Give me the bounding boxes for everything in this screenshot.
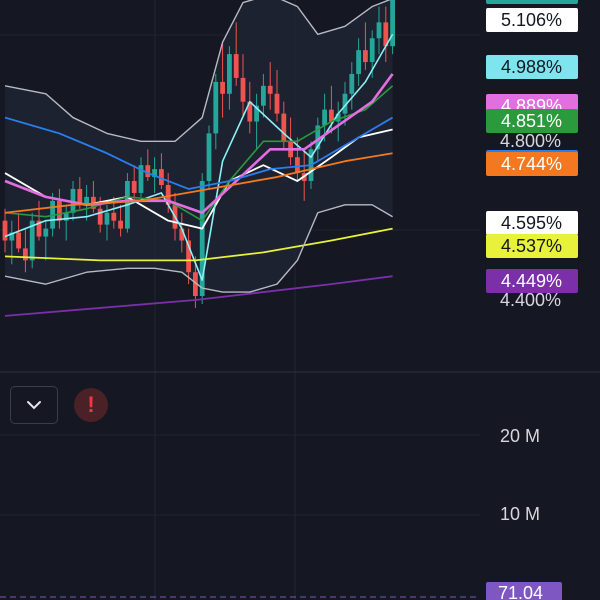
moving-average-line [4,227,393,262]
moving-average-line [4,275,393,317]
candle-body [213,81,219,134]
candle-body [390,0,395,47]
candle-body [274,93,280,114]
candle-body [261,85,266,106]
candle-body [322,109,327,126]
candle-body [111,212,117,221]
volume-tick-label: 20 M [500,426,541,446]
candle-body [369,38,375,63]
bollinger-band-fill [5,0,393,293]
candle-body [63,212,69,221]
moving-average-line [4,73,394,215]
price-tag: 4.744% [486,151,578,176]
price-tag: 4.595% [486,210,578,235]
candle-body [220,81,225,94]
candle-body [315,125,321,150]
candle-body [29,220,35,261]
current-price-tag [486,0,578,4]
candle-body [152,169,157,178]
candle-body [9,232,15,241]
candle-body [267,85,273,94]
candle-body [247,101,253,122]
price-axis-tick-label: 4.800% [500,131,562,152]
volume-tick-label: 10 M [500,504,541,524]
exclamation-icon[interactable]: ! [74,388,108,422]
candle-body [57,200,62,221]
bollinger-band-line [4,0,391,143]
candle-body [356,50,361,74]
price-axis-tick-label: 4.400% [500,290,562,310]
candle-body [376,22,382,39]
price-tag: 4.449% [486,268,578,293]
candle-body [383,22,389,47]
price-tag: 5.106% [486,8,578,32]
candle-body [349,73,355,94]
moving-average-line [4,152,393,214]
candle-body [335,113,341,122]
chevron-down-icon [27,401,41,410]
bollinger-band-line [4,204,393,293]
candle-body [16,232,21,249]
candle-body [227,54,232,94]
price-tag: 4.537% [486,233,578,258]
alert-symbol: ! [87,392,95,417]
collapse-pane-button[interactable] [10,386,58,424]
candle-body [2,220,8,241]
candle-body [84,196,89,205]
candle-body [36,220,42,237]
candle-body [240,77,246,102]
candle-body [233,54,239,78]
candle-body [193,272,198,297]
candle-body [43,228,49,237]
candle-body [179,228,185,241]
candle-body [281,113,287,142]
candle-body [186,240,191,273]
candle-body [145,165,151,178]
candle-body [329,109,334,122]
price-tag: 4.851% [486,109,578,134]
candle-body [363,50,368,63]
candle-body [199,181,205,297]
candle-body [118,220,123,229]
candle-body [131,181,137,193]
candle-body [254,105,259,122]
candle-body [138,165,144,193]
candle-body [206,133,212,182]
rsi-value-tag: 71.04 [486,582,562,600]
candle-body [342,93,348,114]
candle-body [23,248,28,261]
candle-body [159,169,164,185]
price-tag: 4.988% [486,54,578,79]
moving-average-line [4,116,394,190]
candle-body [97,208,103,225]
candle-body [77,188,83,205]
candle-body [295,157,300,174]
candle-body [165,184,171,205]
candle-body [104,212,110,225]
